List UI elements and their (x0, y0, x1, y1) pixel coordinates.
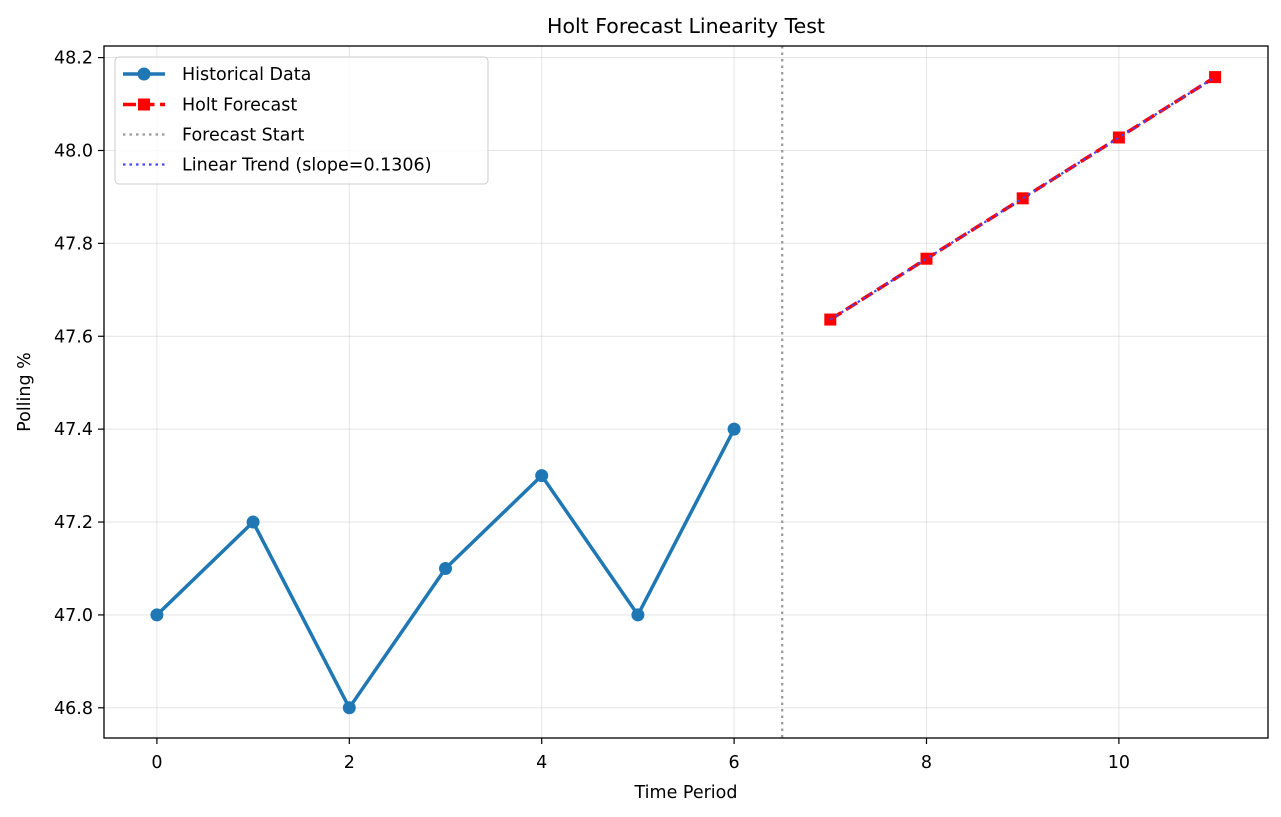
legend-label: Linear Trend (slope=0.1306) (182, 156, 432, 176)
legend-label: Historical Data (182, 65, 311, 85)
y-axis-ticks: 46.8 47.0 47.2 47.4 47.6 47.8 48.0 48.2 (54, 49, 104, 719)
grid-lines (104, 46, 1268, 738)
historical-data-point (727, 422, 741, 436)
x-tick-label: 4 (536, 753, 547, 773)
legend-entry: Linear Trend (slope=0.1306) (123, 156, 432, 176)
plot-series (150, 46, 1222, 738)
x-tick-label: 10 (1108, 753, 1130, 773)
historical-data-point (631, 608, 645, 622)
holt-forecast-point (824, 313, 837, 326)
x-tick-label: 0 (151, 753, 162, 773)
x-tick-label: 2 (344, 753, 355, 773)
x-tick-label: 6 (729, 753, 740, 773)
historical-data-point (439, 561, 453, 575)
legend-label: Forecast Start (182, 126, 305, 146)
y-tick-label: 47.0 (54, 606, 93, 626)
legend-frame (114, 56, 489, 185)
series-linear-trend (829, 76, 1216, 321)
legend-entries: Historical Data Holt Forecast Forecast Sta… (123, 65, 432, 176)
y-tick-label: 47.8 (54, 234, 93, 254)
legend-handle-marker (137, 67, 151, 81)
historical-data-point (342, 701, 356, 715)
x-axis-label: Time Period (634, 783, 738, 803)
historical-data-point (246, 515, 260, 529)
legend-entry: Forecast Start (123, 126, 305, 146)
y-tick-label: 48.2 (54, 49, 93, 69)
legend: Historical Data Holt Forecast Forecast Sta… (114, 56, 489, 185)
chart-title: Holt Forecast Linearity Test (547, 14, 825, 38)
legend-label: Holt Forecast (182, 96, 297, 116)
linear-trend-line (829, 76, 1216, 321)
historical-data-point (150, 608, 164, 622)
holt-forecast-point (920, 252, 933, 265)
historical-data-point (535, 469, 549, 483)
x-tick-label: 8 (921, 753, 932, 773)
y-tick-label: 47.2 (54, 513, 93, 533)
y-axis-label: Polling % (15, 352, 35, 432)
y-tick-label: 46.8 (54, 699, 93, 719)
y-tick-label: 47.4 (54, 420, 93, 440)
legend-entry: Historical Data (123, 65, 311, 85)
y-tick-label: 48.0 (54, 141, 93, 161)
plot-frame (103, 45, 1269, 739)
holt-forecast-point (1112, 131, 1125, 144)
holt-forecast-point (1209, 71, 1222, 84)
series-historical-data (150, 422, 741, 715)
legend-entry: Holt Forecast (123, 96, 297, 116)
x-axis-ticks: 0 2 4 6 8 10 (151, 738, 1130, 773)
holt-forecast-point (1016, 192, 1029, 205)
legend-handle-marker (138, 98, 150, 111)
y-tick-label: 47.6 (54, 327, 93, 347)
